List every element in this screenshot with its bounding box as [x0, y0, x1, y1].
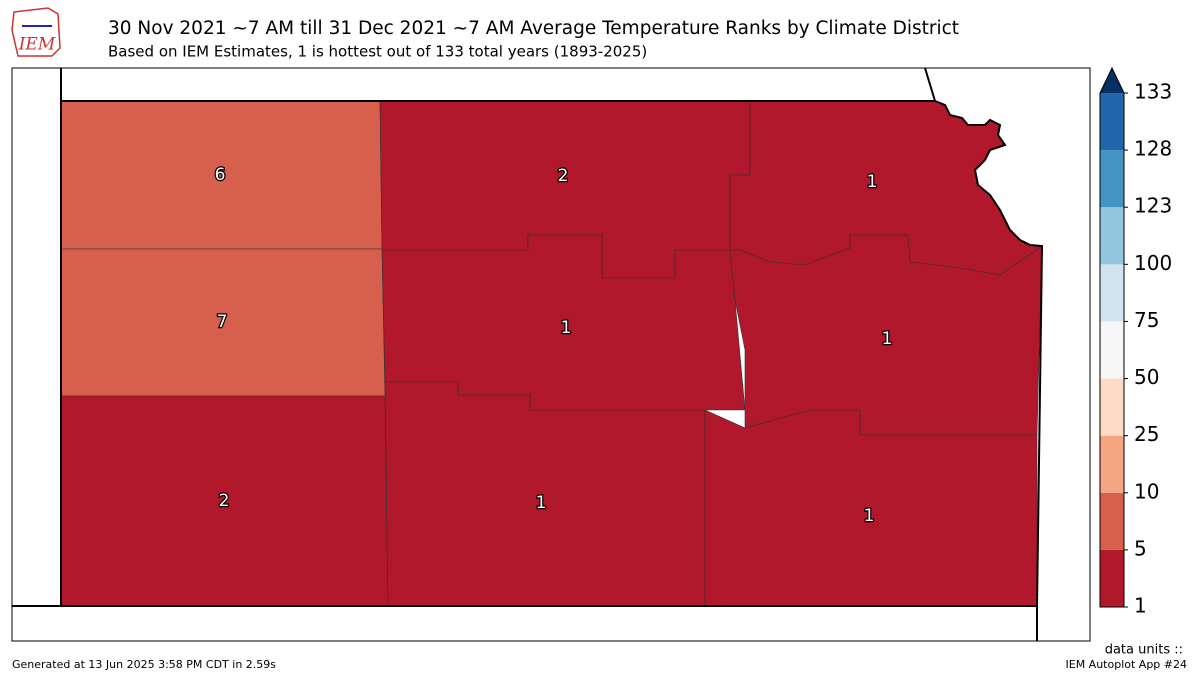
colorbar-bin [1100, 321, 1124, 379]
colorbar-bin [1100, 264, 1124, 322]
logo-text: IEM [18, 35, 56, 55]
districts [60, 100, 1043, 607]
colorbar-tick-label: 123 [1134, 194, 1172, 218]
colorbar-tick-label: 25 [1134, 422, 1159, 446]
subtitle: Based on IEM Estimates, 1 is hottest out… [108, 43, 647, 61]
colorbar-tick-label: 5 [1134, 536, 1147, 560]
colorbar-tick-label: 1 [1134, 594, 1147, 618]
district-label: 2 [219, 491, 230, 511]
footer-units: data units :: [1105, 643, 1183, 658]
district-label: 1 [561, 318, 572, 338]
colorbar-tick-label: 133 [1134, 80, 1172, 104]
district-label: 1 [882, 329, 893, 349]
colorbar: 1 5 10 25 50 75 100 123 128 133 [1099, 66, 1172, 618]
colorbar-bin [1100, 492, 1124, 550]
colorbar-bin [1100, 93, 1124, 151]
colorbar-tick-label: 50 [1134, 365, 1159, 389]
logo: IEM [11, 7, 61, 57]
district-label: 7 [217, 312, 228, 332]
colorbar-bin [1100, 435, 1124, 493]
colorbar-bin [1100, 150, 1124, 208]
colorbar-bin [1100, 549, 1124, 607]
logo-shape [11, 7, 61, 57]
district-label: 1 [864, 506, 875, 526]
district-label: 1 [536, 493, 547, 513]
district-label: 2 [558, 166, 569, 186]
colorbar-bin [1100, 207, 1124, 265]
footer-generated: Generated at 13 Jun 2025 3:58 PM CDT in … [12, 658, 276, 671]
colorbar-tick-label: 75 [1134, 308, 1159, 332]
state-outline [12, 67, 1044, 641]
colorbar-extension [1100, 68, 1124, 93]
colorbar-outline [1099, 66, 1125, 608]
footer-app: IEM Autoplot App #24 [1066, 658, 1188, 671]
colorbar-tick-label: 100 [1134, 251, 1172, 275]
district-label: 1 [867, 172, 878, 192]
district-label: 6 [215, 165, 226, 185]
colorbar-tick-label: 10 [1134, 479, 1159, 503]
colorbar-bin [1100, 378, 1124, 436]
colorbar-tick-label: 128 [1134, 137, 1172, 161]
title: 30 Nov 2021 ~7 AM till 31 Dec 2021 ~7 AM… [108, 18, 959, 39]
